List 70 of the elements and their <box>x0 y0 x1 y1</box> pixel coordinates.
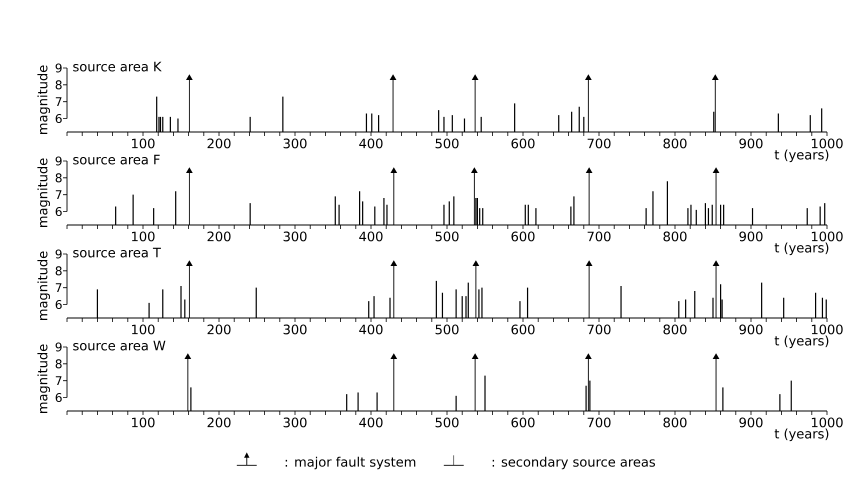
y-tick-label: 6 <box>56 206 62 216</box>
x-tick-label: 900 <box>739 232 763 242</box>
x-tick-label: 1000 <box>812 138 843 148</box>
x-tick-label: 900 <box>739 324 763 334</box>
x-tick-label: 600 <box>512 138 535 148</box>
y-tick-label: 8 <box>56 173 62 182</box>
y-axis-title: magnitude <box>37 252 50 320</box>
x-tick-label: 100 <box>132 138 155 148</box>
y-tick-label: 8 <box>56 80 62 90</box>
x-tick-label: 600 <box>512 324 535 334</box>
x-tick-label: 100 <box>132 324 155 334</box>
x-tick-label: 500 <box>436 138 459 148</box>
legend-label: : major fault system <box>286 456 416 470</box>
x-tick-label: 800 <box>663 232 687 242</box>
x-tick-label: 300 <box>284 324 307 334</box>
x-axis-title: t (years) <box>774 428 828 442</box>
x-axis-title: t (years) <box>774 150 828 162</box>
x-tick-label: 700 <box>588 232 611 242</box>
chart-title: source area F <box>73 154 160 164</box>
legend-label: : secondary source areas <box>492 456 656 470</box>
y-tick-label: 9 <box>56 156 62 166</box>
y-tick-label: 9 <box>56 342 62 352</box>
x-tick-label: 700 <box>588 138 611 148</box>
x-tick-label: 100 <box>132 232 155 242</box>
x-tick-label: 1000 <box>812 324 843 334</box>
x-tick-label: 100 <box>132 418 155 428</box>
y-tick-label: 7 <box>56 283 62 292</box>
y-tick-label: 8 <box>56 359 62 368</box>
x-tick-label: 200 <box>208 418 231 428</box>
x-tick-label: 600 <box>512 418 535 428</box>
x-tick-label: 1000 <box>812 232 843 242</box>
x-tick-label: 400 <box>359 324 383 334</box>
x-tick-label: 200 <box>208 232 231 242</box>
x-tick-label: 200 <box>208 324 231 334</box>
y-tick-label: 6 <box>56 392 62 402</box>
chart-title: source area K <box>73 62 162 72</box>
y-tick-label: 7 <box>56 97 62 106</box>
y-axis-title: magnitude <box>37 344 50 413</box>
x-tick-label: 400 <box>359 418 383 428</box>
x-tick-label: 600 <box>512 232 535 242</box>
y-tick-label: 7 <box>56 376 62 386</box>
x-tick-label: 700 <box>588 418 611 428</box>
y-tick-label: 6 <box>56 114 62 124</box>
chart-title: source area W <box>73 340 166 350</box>
y-tick-label: 9 <box>56 63 62 73</box>
x-tick-label: 400 <box>359 138 383 148</box>
x-tick-label: 700 <box>588 324 611 334</box>
x-tick-label: 200 <box>208 138 231 148</box>
y-tick-label: 7 <box>56 190 62 200</box>
x-tick-label: 300 <box>284 138 307 148</box>
x-axis-title: t (years) <box>774 336 828 348</box>
chart-title: source area T <box>73 248 161 258</box>
x-tick-label: 800 <box>663 418 687 428</box>
y-axis-title: magnitude <box>37 66 50 134</box>
x-tick-label: 800 <box>663 324 687 334</box>
y-tick-label: 9 <box>56 249 62 259</box>
x-tick-label: 900 <box>739 138 763 148</box>
y-axis-title: magnitude <box>37 158 50 227</box>
x-tick-label: 500 <box>436 324 459 334</box>
x-tick-label: 300 <box>284 418 307 428</box>
x-tick-label: 500 <box>436 232 459 242</box>
x-tick-label: 900 <box>739 418 763 428</box>
x-tick-label: 300 <box>284 232 307 242</box>
x-tick-label: 500 <box>436 418 459 428</box>
x-axis-title: t (years) <box>774 242 828 256</box>
y-tick-label: 6 <box>56 300 62 310</box>
x-tick-label: 400 <box>359 232 383 242</box>
x-tick-label: 1000 <box>812 418 843 428</box>
x-tick-label: 800 <box>663 138 687 148</box>
y-tick-label: 8 <box>56 266 62 276</box>
